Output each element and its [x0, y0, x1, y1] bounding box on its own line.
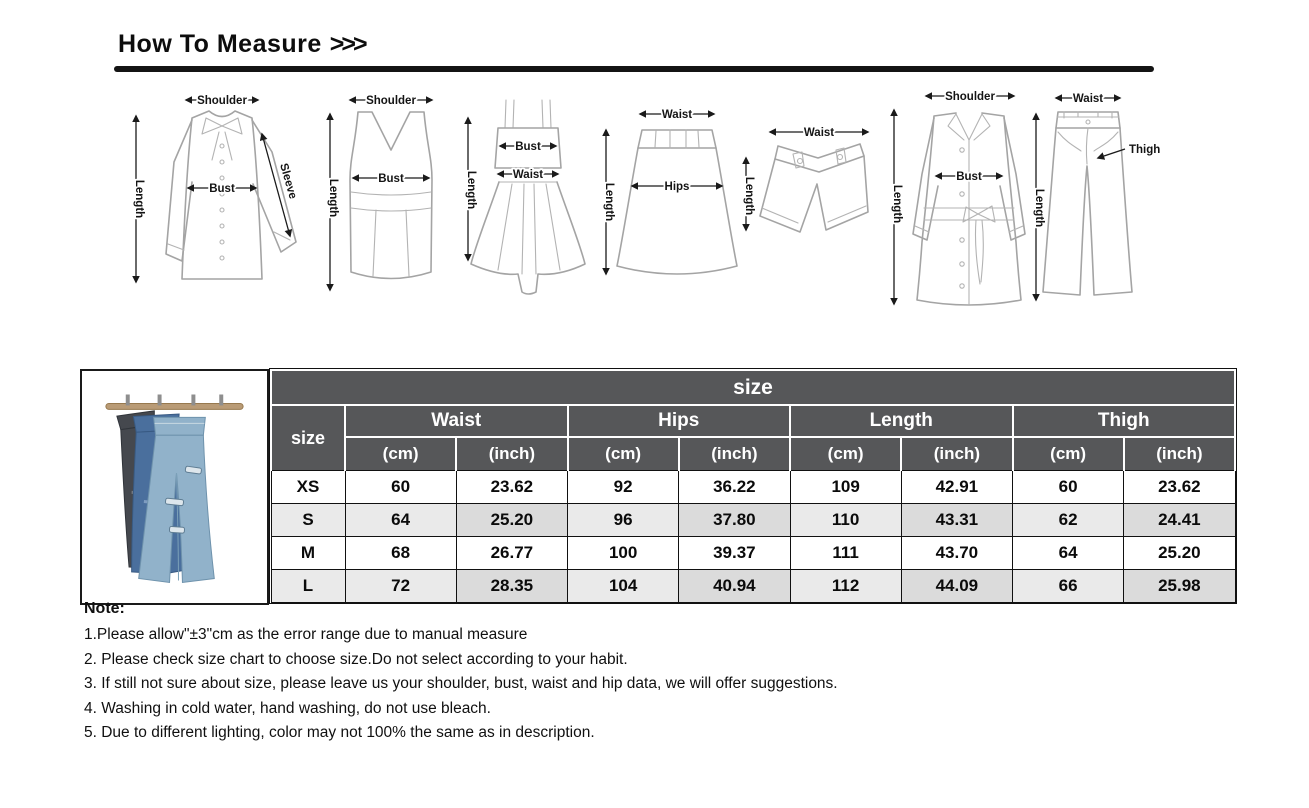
jeans-photo-illustration	[105, 394, 244, 584]
table-cell: 96	[566, 503, 680, 537]
notes-title: Note:	[84, 600, 125, 617]
table-cell: 25.20	[1123, 536, 1236, 570]
unit-header: (inch)	[900, 436, 1014, 471]
note-item: 2. Please check size chart to choose siz…	[84, 650, 628, 668]
note-item: 3. If still not sure about size, please …	[84, 675, 838, 692]
shoulder-label: Shoulder	[197, 95, 247, 107]
table-unit-row: (cm) (inch) (cm) (inch) (cm) (inch) (cm)…	[271, 436, 1237, 471]
size-row-l: L 72 28.35 104 40.94 112 44.09 66 25.98	[270, 569, 1236, 603]
size-cell: S	[270, 503, 346, 537]
length-group-header: Length	[789, 404, 1014, 438]
table-cell: 111	[789, 536, 902, 570]
table-cell: 23.62	[455, 470, 569, 504]
table-cell: 104	[566, 569, 680, 603]
table-cell: 72	[344, 569, 457, 603]
table-cell: 28.35	[455, 569, 569, 603]
waist-group-header: Waist	[344, 404, 569, 438]
table-cell: 23.62	[1123, 470, 1236, 504]
jeans-diagram: Waist Thigh Length	[1028, 86, 1173, 313]
waist-label: Waist	[513, 169, 543, 181]
length-label: Length	[465, 171, 477, 209]
table-cell: 25.20	[455, 503, 569, 537]
table-cell: 37.80	[678, 503, 791, 537]
unit-header: (cm)	[566, 436, 680, 471]
table-cell: 39.37	[678, 536, 791, 570]
hips-group-header: Hips	[566, 404, 791, 438]
waist-label: Waist	[1073, 93, 1103, 105]
notes-section: Note: 1.Please allow"±3"cm as the error …	[84, 600, 838, 746]
table-cell: 64	[344, 503, 457, 537]
size-cell: M	[270, 536, 346, 570]
table-cell: 60	[344, 470, 457, 504]
size-row-s: S 64 25.20 96 37.80 110 43.31 62 24.41	[270, 503, 1236, 537]
unit-header: (inch)	[1122, 436, 1237, 471]
table-cell: 26.77	[455, 536, 569, 570]
chevrons-icon: >>>	[329, 30, 368, 58]
size-cell: XS	[270, 470, 346, 504]
tank-top-diagram: Shoulder Bust Length	[320, 86, 460, 313]
table-cell: 60	[1011, 470, 1125, 504]
thigh-group-header: Thigh	[1011, 404, 1236, 438]
length-label: Length	[891, 185, 903, 223]
coat-diagram: Shoulder Bust Length	[882, 82, 1027, 317]
bust-label: Bust	[209, 183, 235, 195]
waist-label: Waist	[804, 127, 834, 139]
title-divider	[114, 66, 1154, 72]
length-label: Length	[133, 180, 145, 218]
table-cell: 25.98	[1123, 569, 1236, 603]
table-cell: 109	[789, 470, 902, 504]
length-label: Length	[743, 177, 755, 215]
waist-label: Waist	[662, 109, 692, 121]
table-cell: 36.22	[678, 470, 791, 504]
note-item: 5. Due to different lighting, color may …	[84, 724, 595, 741]
shoulder-label: Shoulder	[366, 95, 416, 107]
table-cell: 62	[1011, 503, 1125, 537]
bust-label: Bust	[956, 171, 982, 183]
page-title-text: How To Measure	[118, 30, 322, 58]
table-cell: 24.41	[1123, 503, 1236, 537]
note-item: 1.Please allow"±3"cm as the error range …	[84, 626, 528, 643]
table-cell: 44.09	[900, 569, 1014, 603]
bust-label: Bust	[378, 173, 404, 185]
page-title: How To Measure >>>	[118, 30, 368, 59]
size-column-header: size	[270, 404, 346, 471]
note-item: 4. Washing in cold water, hand washing, …	[84, 699, 491, 717]
table-cell: 110	[789, 503, 902, 537]
table-cell: 40.94	[678, 569, 791, 603]
table-cell: 64	[1011, 536, 1125, 570]
size-row-xs: XS 60 23.62 92 36.22 109 42.91 60 23.62	[270, 470, 1236, 504]
table-cell: 66	[1011, 569, 1125, 603]
unit-header: (cm)	[343, 436, 458, 471]
size-cell: L	[270, 569, 346, 603]
thigh-label: Thigh	[1129, 144, 1160, 156]
table-cell: 43.70	[900, 536, 1014, 570]
unit-header: (inch)	[677, 436, 792, 471]
length-label: Length	[327, 179, 339, 217]
table-cell: 92	[566, 470, 680, 504]
table-cell: 68	[344, 536, 457, 570]
slip-dress-diagram: Bust Waist Length	[458, 92, 598, 309]
table-title-row: size	[270, 369, 1236, 406]
table-title: size	[270, 369, 1236, 406]
unit-header: (cm)	[1011, 436, 1125, 471]
table-cell: 42.91	[900, 470, 1014, 504]
shoulder-label: Shoulder	[945, 91, 995, 103]
product-photo	[80, 369, 269, 605]
table-cell: 112	[789, 569, 902, 603]
blouse-diagram: Shoulder Bust Length Sleeve	[122, 84, 312, 317]
table-cell: 100	[566, 536, 680, 570]
length-label: Length	[1033, 189, 1045, 227]
length-label: Length	[603, 183, 615, 221]
bust-label: Bust	[515, 141, 541, 153]
unit-header: (inch)	[455, 436, 569, 471]
shorts-diagram: Waist Length	[738, 118, 883, 263]
size-table: size size Waist Hips Length Thigh (cm) (…	[269, 368, 1237, 604]
hips-label: Hips	[665, 181, 690, 193]
table-cell: 43.31	[900, 503, 1014, 537]
unit-header: (cm)	[788, 436, 903, 471]
skirt-diagram: Waist Hips Length	[594, 100, 746, 297]
table-group-row: size Waist Hips Length Thigh	[270, 404, 1236, 471]
size-row-m: M 68 26.77 100 39.37 111 43.70 64 25.20	[270, 536, 1236, 570]
